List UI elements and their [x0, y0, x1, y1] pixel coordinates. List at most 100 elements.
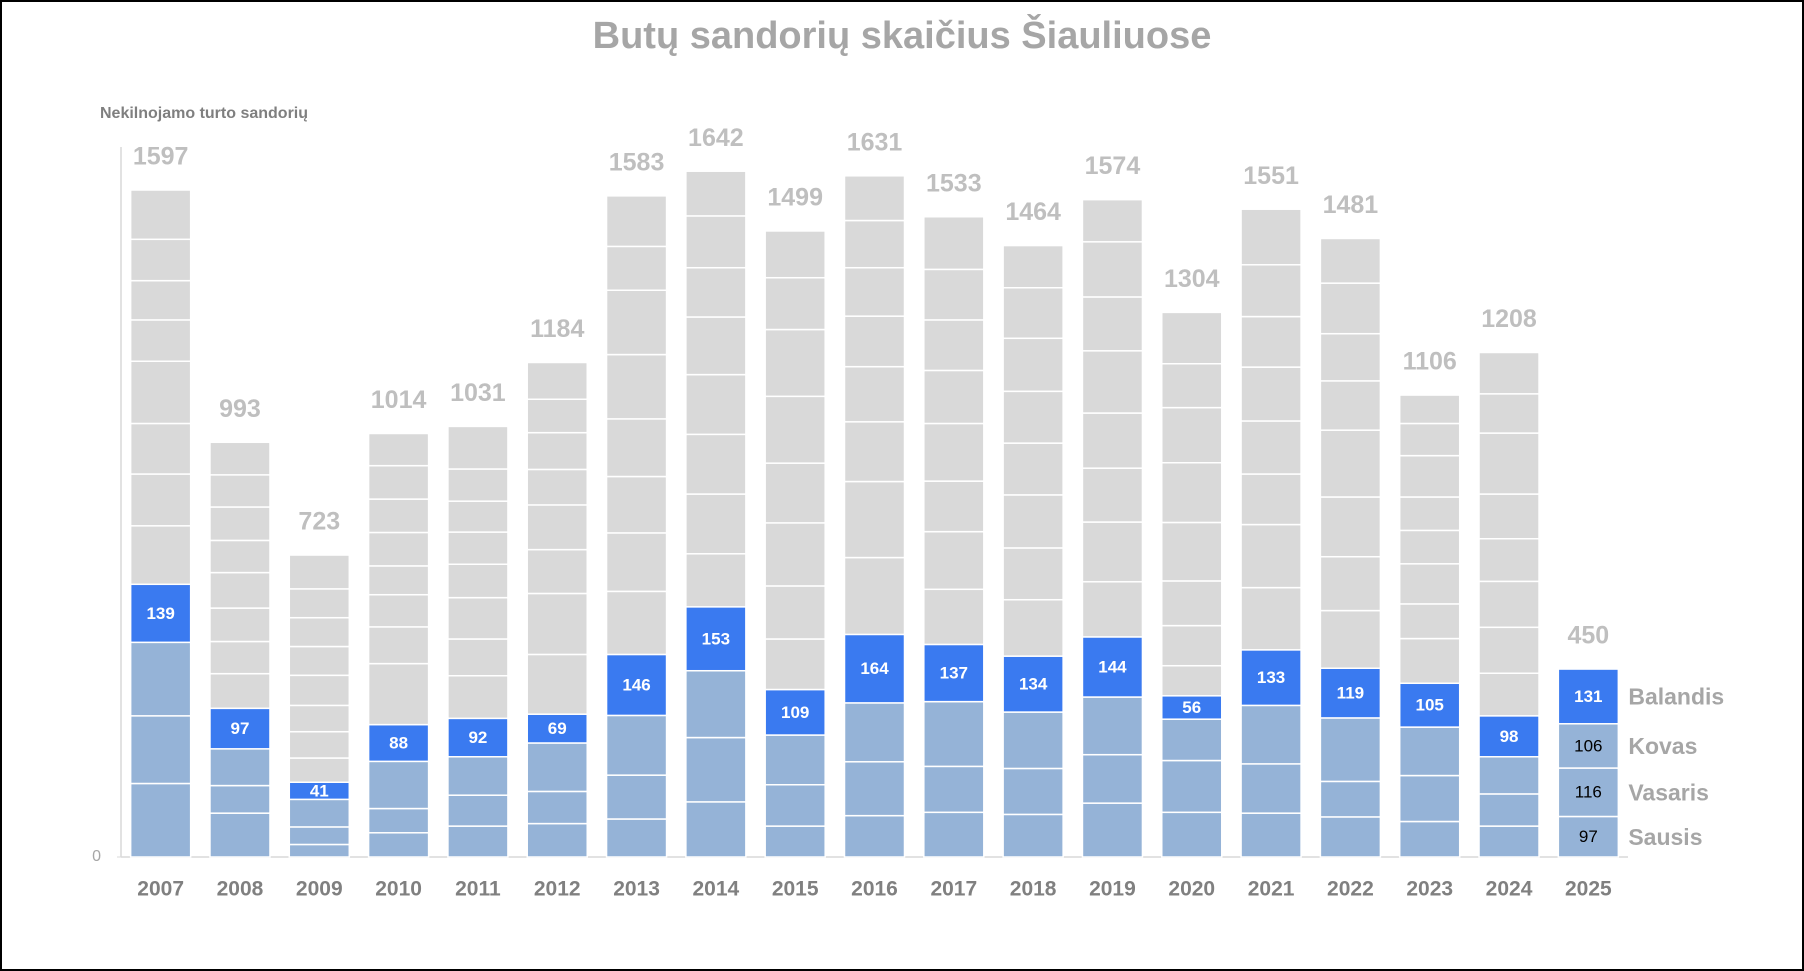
total-label: 1184	[530, 315, 584, 343]
data-label: 98	[1500, 727, 1519, 746]
bar-segment	[1161, 624, 1223, 667]
bar-segment	[129, 279, 192, 321]
bar-segment	[843, 266, 906, 317]
bar-segment	[367, 464, 430, 500]
bar-segment	[367, 498, 430, 534]
bar-segment	[1319, 717, 1382, 783]
bar-segment	[129, 360, 192, 425]
bar-segment	[447, 468, 509, 502]
bar-segment	[1319, 282, 1382, 335]
bar-segment	[685, 669, 747, 739]
bar-segment	[1478, 672, 1540, 717]
bar-segment	[605, 475, 668, 534]
bar-segment	[288, 730, 351, 759]
data-label: 105	[1416, 696, 1444, 715]
bar-segment	[288, 616, 351, 648]
total-label: 723	[298, 508, 340, 536]
bar-segment	[923, 700, 985, 768]
data-label: 119	[1337, 684, 1364, 703]
bar-segment	[605, 532, 668, 593]
bar-segment	[288, 554, 351, 590]
bar-segment	[1319, 380, 1382, 431]
x-tick-label: 2023	[1406, 878, 1453, 901]
bar-segment	[129, 473, 192, 527]
bar-segment	[1002, 494, 1064, 549]
data-label: 92	[468, 728, 487, 747]
x-tick-label: 2022	[1327, 878, 1374, 901]
bar-segment	[685, 373, 747, 436]
bar-segment	[923, 369, 985, 425]
bar-segment	[843, 814, 906, 858]
total-label: 1106	[1403, 348, 1457, 376]
bar-segment	[843, 421, 906, 483]
x-tick-label: 2012	[534, 878, 581, 901]
bar-segment	[1398, 563, 1461, 605]
bar-segment	[1557, 668, 1620, 725]
bar-segment	[1398, 422, 1461, 457]
bar-segment	[447, 825, 509, 858]
x-tick-label: 2013	[613, 878, 660, 901]
x-tick-label: 2015	[772, 878, 819, 901]
bar-segment	[1002, 598, 1064, 657]
bar-segment	[129, 422, 192, 475]
bar-segment	[1081, 753, 1144, 804]
x-tick-label: 2017	[930, 878, 977, 901]
bar-segment	[367, 662, 430, 726]
bar-segment	[1478, 793, 1540, 827]
bar-segment	[685, 493, 747, 555]
bar-segment	[1478, 393, 1540, 434]
bar-segment	[764, 734, 826, 786]
bar-segment	[1240, 812, 1302, 858]
bar-segment	[1081, 581, 1144, 638]
bar-segment	[526, 742, 588, 793]
data-label: 41	[310, 781, 329, 800]
bar-segment	[447, 500, 509, 533]
x-tick-label: 2008	[217, 878, 264, 901]
bar-segment	[923, 319, 985, 372]
total-label: 1583	[609, 148, 665, 176]
bar-segment	[685, 606, 747, 672]
bar-segment	[1240, 264, 1302, 318]
bar-segment	[367, 807, 430, 834]
data-label: 56	[1182, 698, 1201, 717]
total-label: 1551	[1243, 162, 1299, 190]
bar-segment	[447, 717, 509, 758]
bar-segment	[605, 590, 668, 656]
bar-segment	[129, 238, 192, 282]
bar-segment	[843, 315, 906, 368]
bar-segment	[129, 525, 192, 586]
bar-segment	[1240, 208, 1302, 266]
bar-segment	[923, 588, 985, 646]
data-label: 139	[146, 604, 174, 623]
bar-segment	[605, 774, 668, 820]
total-label: 1464	[1005, 198, 1061, 226]
bar-segment	[1478, 715, 1540, 758]
data-label: 69	[548, 719, 567, 738]
bar-segment	[1002, 711, 1064, 770]
bar-segment	[1557, 815, 1620, 858]
bar-segment	[209, 539, 271, 574]
data-label: 131	[1574, 687, 1602, 706]
bar-segment	[1478, 580, 1540, 629]
data-label: 106	[1574, 736, 1602, 755]
bar-segment	[764, 462, 826, 524]
data-label: 97	[1579, 827, 1598, 846]
bar-segment	[367, 593, 430, 628]
data-label: 97	[231, 719, 250, 738]
data-label: 134	[1019, 675, 1048, 694]
bar-segment	[843, 633, 906, 704]
bar-segment	[526, 790, 588, 825]
bar-segment	[1478, 626, 1540, 674]
bar-segment	[209, 672, 271, 710]
bar-segment	[1319, 237, 1382, 284]
bar-segment	[1081, 198, 1144, 243]
bar-segment	[1398, 496, 1461, 532]
total-label: 1481	[1323, 191, 1379, 219]
total-label: 1642	[688, 124, 744, 152]
bar-segment	[685, 433, 747, 495]
bar-segment	[923, 422, 985, 482]
bar-segment	[447, 638, 509, 677]
bar-segment	[1161, 580, 1223, 627]
bar-segment	[605, 653, 668, 717]
bar-segment	[1081, 636, 1144, 698]
